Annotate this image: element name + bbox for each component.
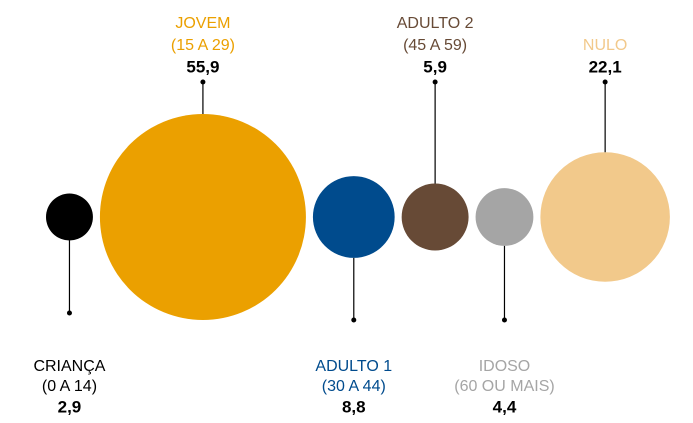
category-label: CRIANÇA <box>33 358 105 375</box>
category-range: (45 A 59) <box>403 37 467 54</box>
category-label: NULO <box>583 37 627 54</box>
bubble <box>45 193 93 241</box>
bubble <box>312 176 395 258</box>
leader-dot <box>200 79 206 85</box>
value-label: 8,8 <box>342 397 366 416</box>
bubble <box>475 188 534 246</box>
value-label: 22,1 <box>589 57 622 76</box>
value-label: 4,4 <box>493 397 517 416</box>
leader-dot <box>351 317 357 323</box>
leader-dot <box>501 317 507 323</box>
category-label: ADULTO 2 <box>397 15 474 32</box>
bubble <box>99 114 306 320</box>
category-range: (15 A 29) <box>171 37 235 54</box>
value-label: 55,9 <box>186 57 219 76</box>
leader-dot <box>602 79 608 85</box>
leader-dot <box>432 79 438 85</box>
category-range: (0 A 14) <box>42 378 97 395</box>
category-label: IDOSO <box>479 358 531 375</box>
category-label: JOVEM <box>175 15 230 32</box>
value-label: 5,9 <box>423 57 447 76</box>
category-range: (60 OU MAIS) <box>454 378 554 395</box>
value-label: 2,9 <box>58 397 82 416</box>
bubble <box>401 183 469 251</box>
category-label: ADULTO 1 <box>315 358 392 375</box>
category-range: (30 A 44) <box>322 378 386 395</box>
leader-dot <box>66 310 72 316</box>
bubble <box>540 152 670 282</box>
